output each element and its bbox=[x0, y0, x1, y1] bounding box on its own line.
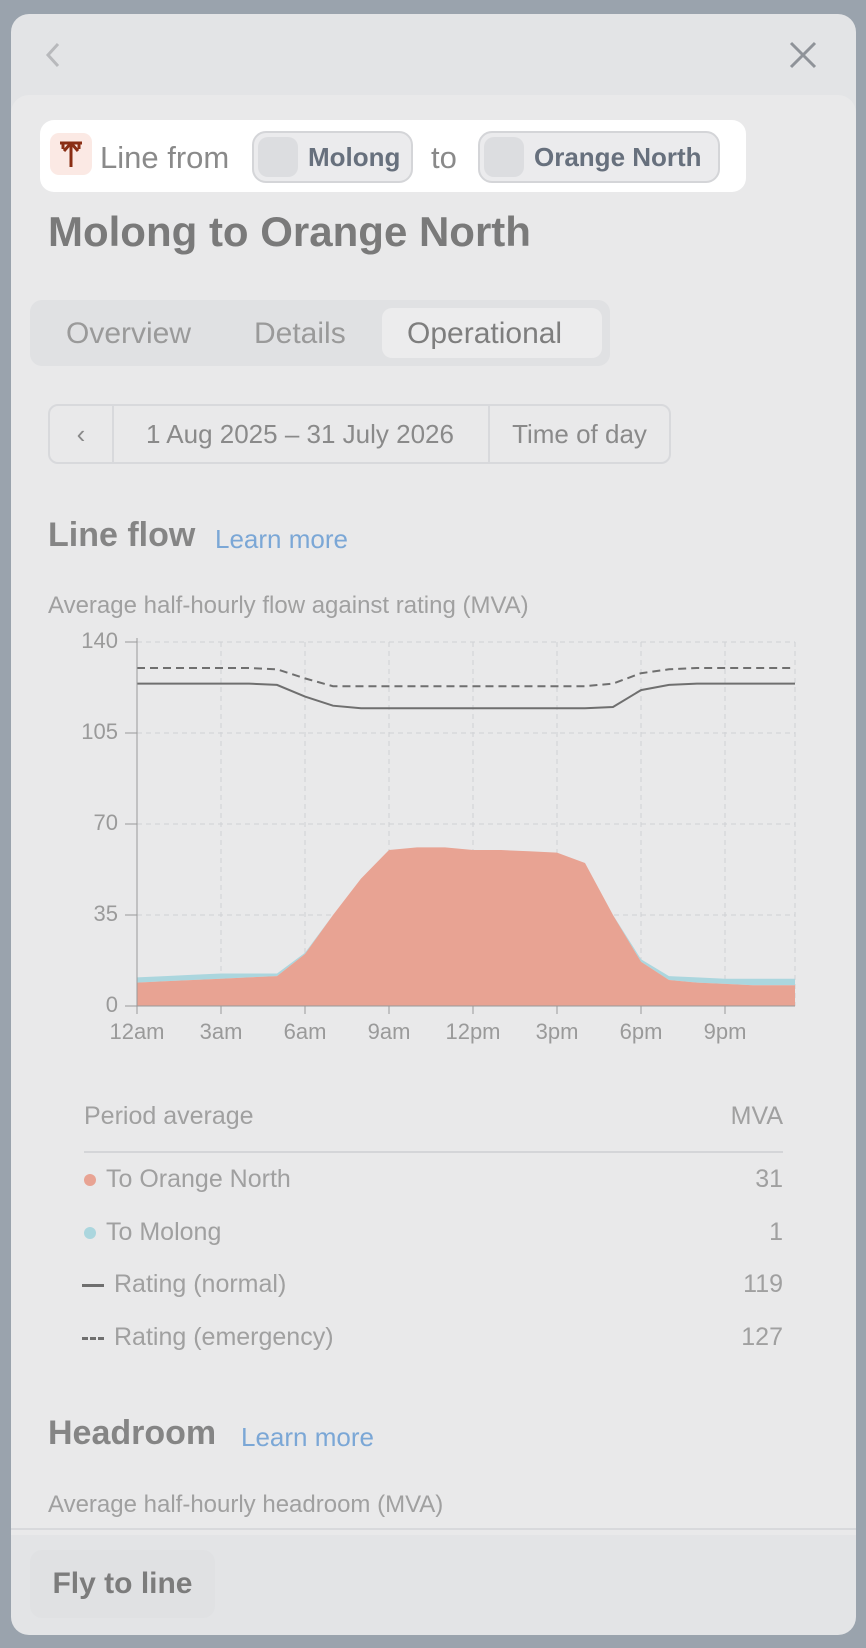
legend-swatch bbox=[82, 1284, 104, 1287]
section-heading: Headroom bbox=[48, 1414, 217, 1452]
period-average: 31 bbox=[755, 1165, 783, 1193]
y-tick-label: 35 bbox=[94, 901, 118, 926]
legend-name: To Orange North bbox=[106, 1165, 291, 1193]
divider bbox=[84, 1151, 783, 1153]
tab[interactable]: Details bbox=[254, 317, 346, 350]
title: Molong to Orange North bbox=[48, 208, 531, 255]
fly-button[interactable]: Fly to line bbox=[30, 1550, 215, 1618]
legend-swatch bbox=[84, 1226, 96, 1239]
x-tick-label: 9pm bbox=[704, 1019, 747, 1044]
active-tab-bg bbox=[382, 308, 602, 358]
x-tick-label: 3pm bbox=[536, 1019, 579, 1044]
from-name: Molong bbox=[308, 142, 401, 172]
learn-more[interactable]: Learn more bbox=[215, 524, 348, 554]
flow-area bbox=[137, 847, 795, 1006]
date-range[interactable]: 1 Aug 2025 – 31 July 2026 bbox=[112, 404, 490, 464]
tab-active[interactable]: Operational bbox=[407, 317, 563, 350]
period-average: 1 bbox=[769, 1217, 783, 1246]
section-subtitle: Average half-hourly headroom (MVA) bbox=[48, 1491, 444, 1518]
close-button[interactable] bbox=[787, 39, 819, 71]
period-average: 127 bbox=[741, 1322, 783, 1351]
section-heading: Line flow bbox=[48, 516, 196, 554]
from-pill[interactable]: Molong bbox=[252, 131, 413, 183]
line-icon bbox=[50, 133, 92, 175]
x-tick-label: 12am bbox=[109, 1019, 164, 1044]
x-tick-label: 9am bbox=[368, 1019, 411, 1044]
x-tick-label: 3am bbox=[200, 1019, 243, 1044]
rating-line bbox=[137, 682, 795, 710]
chart-subtitle: Average half-hourly flow against rating … bbox=[48, 592, 529, 619]
legend-name: Rating (emergency) bbox=[114, 1322, 334, 1351]
prev-button[interactable]: ‹ bbox=[48, 404, 114, 464]
legend-name: Rating (normal) bbox=[114, 1270, 287, 1298]
back-button[interactable] bbox=[40, 40, 66, 70]
legend-name: To Molong bbox=[106, 1217, 222, 1246]
to-pill[interactable]: Orange North bbox=[478, 131, 720, 183]
y-tick-label: 105 bbox=[81, 719, 118, 744]
breadcrumb-prefix: Line from bbox=[100, 140, 230, 175]
x-tick-label: 6pm bbox=[620, 1019, 663, 1044]
learn-more[interactable]: Learn more bbox=[241, 1422, 374, 1452]
x-tick-label: 12pm bbox=[445, 1019, 500, 1044]
chart: 0 35 70 105 140 12am 3am 6am 9am 12pm 3pm 6pm 9pm bbox=[81, 628, 796, 1044]
footer-divider bbox=[11, 1528, 856, 1530]
table-header: Period average bbox=[84, 1102, 254, 1130]
table-header: MVA bbox=[730, 1102, 783, 1130]
mode-button[interactable]: Time of day bbox=[488, 404, 671, 464]
to-name: Orange North bbox=[534, 142, 702, 172]
rating-line bbox=[137, 667, 795, 688]
tab[interactable]: Overview bbox=[66, 317, 192, 350]
legend-swatch bbox=[82, 1336, 104, 1340]
period-average: 119 bbox=[743, 1270, 783, 1298]
x-tick-label: 6am bbox=[284, 1019, 327, 1044]
legend-swatch bbox=[84, 1174, 96, 1186]
y-tick-label: 70 bbox=[94, 810, 118, 835]
y-tick-label: 140 bbox=[81, 628, 118, 653]
y-tick-label: 0 bbox=[106, 992, 118, 1017]
breadcrumb-joiner: to bbox=[431, 140, 457, 175]
